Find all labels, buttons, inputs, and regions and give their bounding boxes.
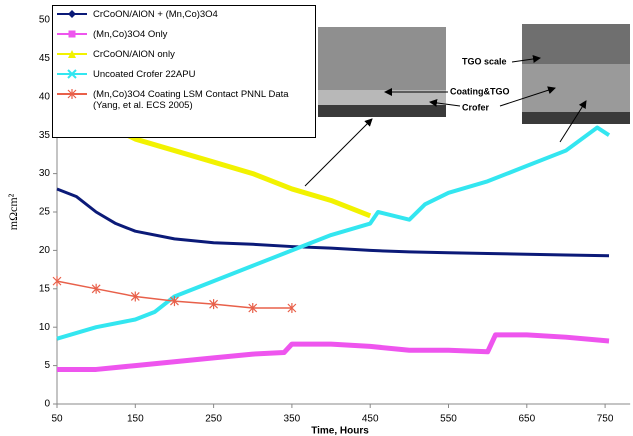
sem-bar [318, 105, 446, 117]
arrow [559, 100, 587, 143]
y-tick-label: 5 [44, 360, 50, 371]
legend-entry: (Mn,Co)3O4 Coating LSM Contact PNNL Data… [57, 89, 311, 111]
arrow [304, 118, 373, 187]
x-tick-label: 550 [440, 414, 457, 425]
legend-label: CrCoON/AlON only [93, 49, 175, 60]
legend-entry: CrCoON/AlON only [57, 49, 311, 60]
x-tick-label: 250 [205, 414, 222, 425]
marker [287, 303, 297, 313]
y-axis-label: mΩcm² [6, 193, 20, 230]
x-tick-label: 450 [362, 414, 379, 425]
legend-swatch [57, 10, 87, 18]
arrow [499, 86, 556, 107]
annotation: Crofer [462, 102, 490, 112]
y-tick-label: 35 [39, 130, 51, 141]
y-tick-label: 15 [39, 283, 51, 294]
legend-entry: CrCoON/AlON + (Mn,Co)3O4 [57, 9, 311, 20]
x-tick-label: 350 [284, 414, 301, 425]
legend-swatch [57, 89, 87, 99]
legend: CrCoON/AlON + (Mn,Co)3O4 (Mn,Co)3O4 Only C… [52, 5, 316, 138]
marker [68, 10, 76, 18]
marker [248, 303, 258, 313]
annotation: Coating&TGO [450, 86, 510, 96]
legend-label: (Mn,Co)3O4 Coating LSM Contact PNNL Data… [93, 89, 289, 111]
annotation: TGO scale [462, 56, 507, 66]
marker [68, 50, 76, 58]
x-tick-label: 150 [127, 414, 144, 425]
y-tick-label: 50 [39, 15, 51, 26]
arrow [511, 55, 541, 63]
marker [67, 69, 77, 79]
x-tick-label: 650 [518, 414, 535, 425]
marker [52, 276, 62, 287]
data-line [56, 187, 610, 258]
x-tick-label: 750 [597, 414, 614, 425]
marker [130, 291, 140, 302]
legend-entry: Uncoated Crofer 22APU [57, 69, 311, 80]
legend-label: CrCoON/AlON + (Mn,Co)3O4 [93, 9, 218, 20]
y-tick-label: 30 [39, 168, 51, 179]
arrow [429, 98, 461, 107]
legend-label: Uncoated Crofer 22APU [93, 69, 196, 80]
legend-label: (Mn,Co)3O4 Only [93, 29, 168, 40]
sem-layer [318, 90, 446, 105]
data-line [57, 332, 610, 372]
data-line [56, 125, 611, 341]
x-tick-label: 50 [51, 414, 63, 425]
marker [91, 283, 101, 294]
marker [170, 296, 179, 307]
y-tick-label: 20 [39, 245, 51, 256]
y-tick-label: 25 [39, 207, 51, 218]
legend-swatch [57, 50, 87, 58]
y-tick-label: 40 [39, 91, 51, 102]
marker [68, 30, 76, 38]
marker [67, 89, 77, 99]
legend-swatch [57, 30, 87, 38]
y-tick-label: 0 [44, 399, 50, 410]
sem-bar [522, 112, 630, 124]
y-tick-label: 10 [39, 322, 51, 333]
x-axis-label: Time, Hours [311, 426, 369, 436]
legend-swatch [57, 69, 87, 79]
marker [209, 299, 219, 310]
legend-entry: (Mn,Co)3O4 Only [57, 29, 311, 40]
y-tick-label: 45 [39, 53, 51, 64]
